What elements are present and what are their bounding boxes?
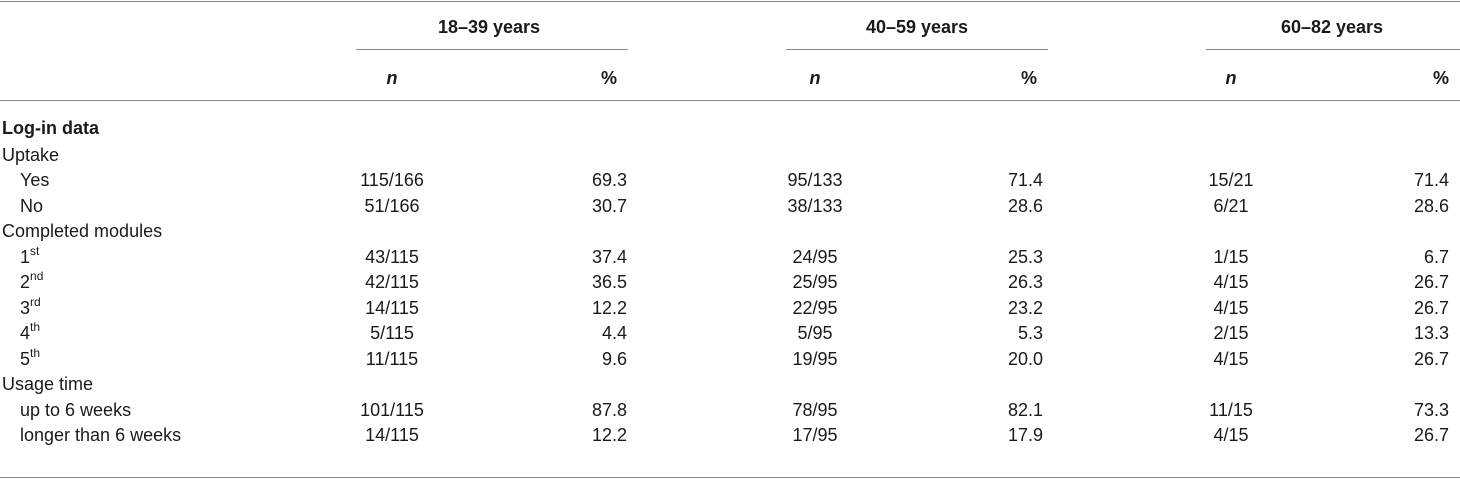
cell-pct-60-82: 71.4 xyxy=(1413,170,1449,191)
ordinal-suffix: rd xyxy=(30,294,41,309)
ordinal-suffix: th xyxy=(30,320,41,335)
cell-n-18-39: 14/115 xyxy=(365,424,419,445)
cell-n-40-59: 24/95 xyxy=(792,246,838,267)
cell-pct-60-82: 13.3 xyxy=(1413,323,1449,344)
subheader-n: n xyxy=(386,68,398,88)
cell-pct-18-39: 37.4 xyxy=(591,246,627,267)
cell-n-60-82: 11/15 xyxy=(1209,399,1253,420)
subheader-pct: % xyxy=(1020,68,1037,88)
cell-pct-40-59: 5.3 xyxy=(1017,323,1043,344)
group-header-60-82: 60–82 years xyxy=(1280,17,1384,37)
row-label: up to 6 weeks xyxy=(20,399,131,421)
cell-pct-18-39: 30.7 xyxy=(591,195,627,216)
cell-pct-40-59: 20.0 xyxy=(1007,348,1043,369)
cell-pct-18-39: 4.4 xyxy=(601,323,627,344)
cell-n-40-59: 5/95 xyxy=(797,323,833,344)
cell-n-40-59: 38/133 xyxy=(787,195,843,216)
row-label-text: 5 xyxy=(20,348,31,369)
cell-pct-18-39: 12.2 xyxy=(591,424,627,445)
row-label-text: Completed modules xyxy=(2,221,163,242)
cell-pct-60-82: 28.6 xyxy=(1413,195,1449,216)
cell-pct-18-39: 69.3 xyxy=(591,170,627,191)
cell-n-60-82: 6/21 xyxy=(1213,195,1249,216)
row-label: 1st xyxy=(20,243,40,268)
cell-pct-40-59: 17.9 xyxy=(1007,424,1043,445)
row-label: 5th xyxy=(20,345,41,370)
row-category-label: Completed modules xyxy=(2,220,162,242)
cell-n-40-59: 78/95 xyxy=(792,399,838,420)
row-label-text: up to 6 weeks xyxy=(20,399,132,420)
row-label-text: 4 xyxy=(20,323,31,344)
cell-pct-60-82: 26.7 xyxy=(1413,348,1449,369)
row-label: 4th xyxy=(20,320,41,344)
cell-pct-60-82: 26.7 xyxy=(1413,424,1449,445)
row-label: 2nd xyxy=(20,269,44,293)
header-rule xyxy=(0,100,1460,101)
subheader-pct: % xyxy=(600,68,617,88)
cell-pct-18-39: 12.2 xyxy=(591,297,627,318)
cell-pct-18-39: 87.8 xyxy=(591,399,627,420)
cell-n-60-82: 2/15 xyxy=(1213,323,1249,344)
group-header-40-59: 40–59 years xyxy=(865,17,969,37)
cell-n-18-39: 11/115 xyxy=(365,348,419,369)
row-category-label: Uptake xyxy=(2,144,59,166)
row-label-text: 1 xyxy=(20,246,31,267)
cell-n-18-39: 51/166 xyxy=(364,195,420,216)
cell-pct-40-59: 82.1 xyxy=(1007,399,1043,420)
group-rule-18-39 xyxy=(356,49,628,50)
ordinal-suffix: th xyxy=(30,345,41,360)
row-label-text: 2 xyxy=(20,272,31,293)
cell-n-40-59: 22/95 xyxy=(792,297,838,318)
cell-pct-18-39: 9.6 xyxy=(601,348,627,369)
row-category-label: Usage time xyxy=(2,373,93,395)
cell-pct-18-39: 36.5 xyxy=(591,272,627,293)
row-label: Yes xyxy=(20,169,49,191)
row-label: No xyxy=(20,195,43,217)
cell-n-18-39: 42/115 xyxy=(365,272,419,293)
row-label-text: Uptake xyxy=(2,145,60,165)
cell-n-18-39: 14/115 xyxy=(365,297,419,318)
cell-n-18-39: 115/166 xyxy=(360,170,424,191)
cell-pct-40-59: 26.3 xyxy=(1007,272,1043,293)
table-top-rule xyxy=(0,1,1460,2)
group-header-18-39: 18–39 years xyxy=(437,17,541,37)
row-label: 3rd xyxy=(20,294,41,319)
table-bottom-rule xyxy=(0,477,1460,478)
row-label-text: Yes xyxy=(20,170,50,191)
row-label-text: 3 xyxy=(20,297,31,318)
ordinal-suffix: st xyxy=(30,243,40,258)
subheader-n: n xyxy=(809,68,821,88)
cell-n-60-82: 15/21 xyxy=(1208,170,1254,191)
subheader-n: n xyxy=(1225,68,1237,88)
section-title: Log-in data xyxy=(2,118,99,138)
cell-n-40-59: 19/95 xyxy=(792,348,838,369)
cell-pct-60-82: 26.7 xyxy=(1413,297,1449,318)
row-label-text: Usage time xyxy=(2,374,94,395)
cell-pct-40-59: 25.3 xyxy=(1007,246,1043,267)
cell-n-18-39: 101/115 xyxy=(360,399,424,420)
cell-n-60-82: 4/15 xyxy=(1213,297,1249,318)
cell-pct-40-59: 28.6 xyxy=(1007,195,1043,216)
group-rule-60-82 xyxy=(1206,49,1460,50)
cell-n-40-59: 17/95 xyxy=(792,424,838,445)
row-label: longer than 6 weeks xyxy=(20,424,181,446)
row-label-text: longer than 6 weeks xyxy=(20,424,182,445)
row-label-text: No xyxy=(20,195,44,216)
cell-pct-40-59: 71.4 xyxy=(1007,170,1043,191)
cell-n-60-82: 1/15 xyxy=(1213,246,1249,267)
cell-n-40-59: 25/95 xyxy=(792,272,838,293)
subheader-pct: % xyxy=(1432,68,1449,88)
cell-pct-60-82: 73.3 xyxy=(1413,399,1449,420)
cell-pct-40-59: 23.2 xyxy=(1007,297,1043,318)
cell-n-60-82: 4/15 xyxy=(1213,348,1249,369)
ordinal-suffix: nd xyxy=(30,269,44,284)
cell-pct-60-82: 26.7 xyxy=(1413,272,1449,293)
cell-n-18-39: 43/115 xyxy=(365,246,419,267)
cell-n-18-39: 5/115 xyxy=(370,323,414,344)
cell-n-60-82: 4/15 xyxy=(1213,272,1249,293)
cell-n-60-82: 4/15 xyxy=(1213,424,1249,445)
cell-pct-60-82: 6.7 xyxy=(1423,246,1449,267)
group-rule-40-59 xyxy=(786,49,1048,50)
cell-n-40-59: 95/133 xyxy=(787,170,843,191)
